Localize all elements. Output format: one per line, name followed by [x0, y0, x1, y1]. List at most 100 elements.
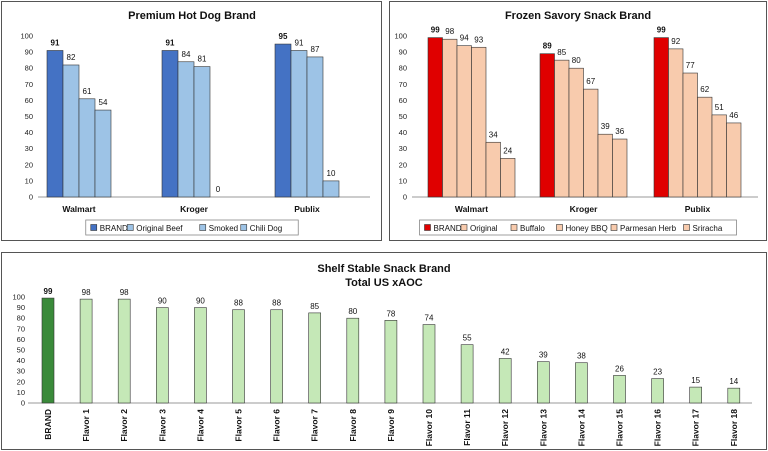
category-label: Flavor 3 [157, 409, 167, 442]
bar [308, 312, 322, 404]
y-tick-label: 40 [25, 128, 33, 137]
y-tick-label: 90 [17, 303, 25, 312]
legend-swatch [460, 224, 468, 231]
data-label: 39 [539, 351, 548, 360]
bar [62, 64, 80, 198]
data-label: 95 [279, 32, 288, 41]
data-label: 99 [431, 26, 440, 35]
y-tick-label: 90 [25, 48, 33, 57]
category-label: Kroger [570, 204, 599, 214]
data-label: 67 [586, 77, 595, 86]
y-tick-label: 50 [25, 112, 33, 121]
y-tick-label: 100 [394, 32, 407, 41]
data-label: 84 [182, 50, 191, 59]
bar [346, 317, 360, 404]
bar [270, 309, 283, 404]
y-tick-label: 20 [399, 160, 407, 169]
data-label: 80 [348, 307, 357, 316]
y-tick-label: 80 [17, 314, 25, 323]
legend-label: Original Beef [136, 224, 183, 233]
category-label: Flavor 7 [310, 409, 320, 442]
bar [539, 53, 555, 198]
bar [651, 378, 664, 404]
data-label: 81 [198, 55, 207, 64]
y-tick-label: 70 [399, 80, 407, 89]
bar [498, 358, 512, 404]
data-label: 99 [44, 287, 53, 296]
bar [161, 50, 179, 198]
bar [613, 375, 626, 404]
legend-swatch [556, 224, 563, 231]
bar [274, 43, 292, 198]
category-label: Flavor 18 [729, 409, 739, 447]
bar [460, 344, 474, 404]
bar [583, 88, 599, 198]
y-tick-label: 0 [21, 399, 25, 408]
y-tick-label: 10 [17, 388, 25, 397]
category-label: Flavor 10 [424, 409, 434, 447]
data-label: 46 [729, 111, 738, 120]
data-label: 54 [99, 98, 108, 107]
bar [668, 48, 684, 198]
legend-label: Buffalo [520, 224, 545, 233]
bar [194, 307, 207, 404]
data-label: 92 [671, 37, 680, 46]
data-label: 42 [501, 347, 510, 356]
data-label: 94 [460, 34, 469, 43]
legend-label: BRAND [434, 224, 462, 233]
bar [422, 324, 436, 404]
y-tick-label: 70 [25, 80, 33, 89]
chart-title: Shelf Stable Snack Brand [317, 263, 450, 275]
y-tick-label: 0 [29, 193, 33, 202]
data-label: 61 [83, 87, 92, 96]
y-tick-label: 100 [12, 293, 25, 302]
category-label: Flavor 11 [462, 409, 472, 446]
y-tick-label: 10 [25, 176, 33, 185]
category-label: Walmart [62, 204, 95, 214]
data-label: 90 [196, 297, 205, 306]
y-tick-label: 90 [399, 48, 407, 57]
bar [41, 297, 55, 404]
legend-swatch [90, 224, 98, 231]
bar [568, 67, 584, 198]
bar [485, 141, 501, 198]
y-tick-label: 10 [399, 176, 407, 185]
category-label: Walmart [455, 204, 488, 214]
bar [442, 38, 458, 198]
y-tick-label: 40 [17, 356, 25, 365]
y-tick-label: 30 [399, 144, 407, 153]
bar [427, 37, 443, 198]
y-tick-label: 70 [17, 324, 25, 333]
bar [536, 361, 550, 404]
legend-box [419, 219, 737, 236]
y-tick-label: 30 [17, 367, 25, 376]
data-label: 82 [67, 53, 76, 62]
shelf-stable-chart: Shelf Stable Snack Brand Total US xAOC 0… [12, 263, 752, 447]
legend-label: Parmesan Herb [620, 224, 677, 233]
data-label: 36 [615, 127, 624, 136]
legend-label: Chili Dog [250, 224, 282, 233]
bar [384, 320, 398, 404]
data-label: 26 [615, 364, 624, 373]
data-label: 91 [166, 38, 175, 47]
y-tick-label: 80 [25, 64, 33, 73]
category-label: Flavor 15 [615, 409, 625, 447]
data-label: 98 [82, 288, 91, 297]
data-label: 80 [572, 56, 581, 65]
data-label: 15 [691, 376, 700, 385]
y-tick-label: 20 [25, 160, 33, 169]
y-tick-label: 60 [399, 96, 407, 105]
category-label: Flavor 5 [234, 409, 244, 442]
bar [306, 56, 324, 198]
data-label: 74 [425, 314, 434, 323]
category-label: Kroger [180, 204, 209, 214]
y-tick-label: 40 [399, 128, 407, 137]
data-label: 34 [489, 130, 498, 139]
category-label: BRAND [43, 409, 53, 440]
data-label: 93 [474, 35, 483, 44]
legend-swatch [240, 224, 248, 231]
chart-subtitle: Total US xAOC [345, 277, 422, 289]
bar [697, 96, 713, 198]
frozen-snack-chart-panel: Frozen Savory Snack Brand 0 10 20 30 40 50 60 7… [389, 1, 767, 241]
shelf-stable-chart-panel: Shelf Stable Snack Brand Total US xAOC 0… [1, 252, 767, 450]
